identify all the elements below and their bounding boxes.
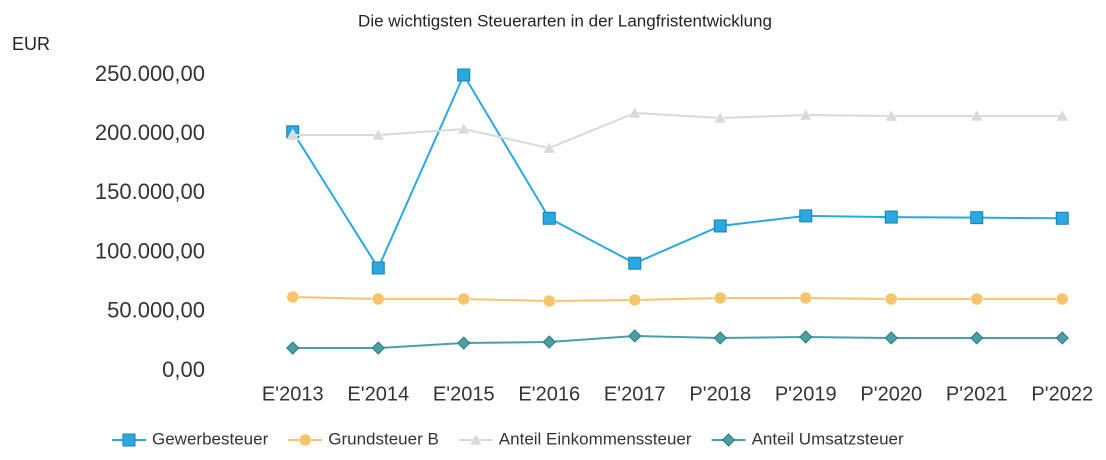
data-point bbox=[1055, 211, 1069, 225]
data-point bbox=[286, 128, 300, 141]
data-point bbox=[884, 331, 898, 345]
x-tick-label: P'2019 bbox=[775, 383, 837, 405]
legend-marker bbox=[469, 433, 483, 446]
data-point bbox=[286, 341, 300, 355]
y-tick-label: 250.000,00 bbox=[95, 61, 205, 86]
legend-marker bbox=[122, 433, 136, 447]
x-tick-label: E'2013 bbox=[262, 383, 324, 405]
data-point bbox=[799, 108, 813, 121]
data-point bbox=[970, 211, 984, 225]
data-point bbox=[970, 331, 984, 345]
y-tick-label: 0,00 bbox=[162, 357, 205, 382]
legend-label: Grundsteuer B bbox=[328, 429, 439, 448]
data-point bbox=[713, 219, 727, 233]
data-point bbox=[371, 128, 385, 141]
data-point bbox=[542, 335, 556, 349]
series-line bbox=[292, 334, 1063, 350]
legend-marker bbox=[298, 433, 312, 447]
data-point bbox=[457, 122, 471, 135]
data-point bbox=[1055, 331, 1069, 345]
data-point bbox=[970, 292, 983, 306]
y-tick-label: 200.000,00 bbox=[95, 120, 205, 145]
data-point bbox=[371, 341, 385, 355]
data-point bbox=[970, 109, 984, 122]
data-point bbox=[542, 211, 556, 225]
x-tick-label: P'2020 bbox=[860, 383, 922, 405]
data-point bbox=[372, 292, 385, 306]
x-tick-label: P'2018 bbox=[689, 383, 751, 405]
data-point bbox=[542, 141, 556, 154]
data-point bbox=[286, 290, 299, 304]
legend-label: Anteil Einkommenssteuer bbox=[499, 429, 692, 448]
x-tick-label: P'2021 bbox=[946, 383, 1008, 405]
series-line bbox=[291, 72, 1063, 271]
x-tick-label: E'2016 bbox=[518, 383, 580, 405]
y-tick-label: 50.000,00 bbox=[107, 298, 205, 323]
data-point bbox=[799, 291, 812, 305]
x-tick-label: E'2017 bbox=[604, 383, 666, 405]
legend-label: Gewerbesteuer bbox=[152, 429, 269, 448]
data-point bbox=[799, 330, 813, 344]
chart-title: Die wichtigsten Steuerarten in der Langf… bbox=[358, 11, 772, 30]
y-tick-label: 100.000,00 bbox=[95, 238, 205, 263]
x-tick-label: E'2014 bbox=[347, 383, 409, 405]
data-point bbox=[799, 209, 813, 223]
data-point bbox=[628, 293, 641, 307]
legend-marker bbox=[721, 433, 736, 447]
data-point bbox=[713, 111, 727, 124]
y-axis-label: EUR bbox=[12, 34, 50, 54]
data-point bbox=[884, 109, 898, 122]
data-point bbox=[1056, 292, 1069, 306]
data-point bbox=[457, 336, 471, 350]
data-point bbox=[628, 106, 642, 119]
series-line bbox=[292, 296, 1063, 303]
data-point bbox=[714, 291, 727, 305]
legend-label: Anteil Umsatzsteuer bbox=[752, 429, 904, 448]
data-point bbox=[371, 261, 385, 275]
data-point bbox=[884, 210, 898, 224]
data-point bbox=[628, 329, 642, 343]
data-point bbox=[543, 294, 556, 308]
data-point bbox=[885, 292, 898, 306]
data-point bbox=[1055, 109, 1069, 122]
x-tick-label: E'2015 bbox=[433, 383, 495, 405]
y-tick-label: 150.000,00 bbox=[95, 179, 205, 204]
series-line bbox=[292, 111, 1063, 150]
data-point bbox=[713, 331, 727, 345]
data-point bbox=[457, 292, 470, 306]
x-tick-label: P'2022 bbox=[1031, 383, 1093, 405]
data-point bbox=[457, 68, 471, 82]
data-point bbox=[628, 256, 642, 270]
